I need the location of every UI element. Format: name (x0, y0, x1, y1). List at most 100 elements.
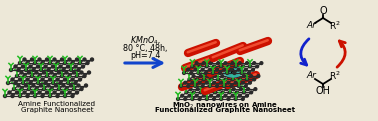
Circle shape (34, 78, 37, 81)
Circle shape (190, 72, 193, 74)
Circle shape (234, 81, 237, 84)
Circle shape (217, 62, 220, 64)
Circle shape (19, 78, 22, 81)
Circle shape (56, 95, 59, 98)
Circle shape (217, 94, 220, 97)
Circle shape (201, 85, 204, 87)
Circle shape (19, 61, 22, 64)
Circle shape (250, 75, 253, 77)
Text: Functionalized Graphite Nanosheet: Functionalized Graphite Nanosheet (155, 107, 295, 113)
Circle shape (237, 85, 240, 87)
Circle shape (19, 95, 22, 98)
Circle shape (80, 87, 83, 91)
Circle shape (68, 91, 71, 94)
Circle shape (64, 61, 67, 64)
Circle shape (239, 94, 241, 97)
Circle shape (235, 91, 238, 94)
Circle shape (212, 98, 215, 100)
Circle shape (188, 78, 191, 81)
Circle shape (253, 78, 256, 81)
Circle shape (22, 82, 25, 84)
Circle shape (192, 75, 195, 77)
Circle shape (53, 91, 56, 94)
Circle shape (26, 78, 29, 81)
Circle shape (252, 68, 254, 71)
Circle shape (234, 65, 237, 68)
FancyArrowPatch shape (337, 41, 345, 67)
Circle shape (197, 88, 199, 91)
Text: MnO$_2$ nanowires on Amine: MnO$_2$ nanowires on Amine (172, 101, 278, 111)
Circle shape (191, 98, 194, 100)
Circle shape (67, 65, 70, 68)
Circle shape (246, 62, 248, 64)
Circle shape (230, 85, 233, 87)
Circle shape (224, 94, 227, 97)
Circle shape (245, 85, 247, 87)
Circle shape (218, 72, 222, 74)
Circle shape (234, 98, 237, 100)
Circle shape (205, 98, 208, 100)
Circle shape (189, 88, 192, 91)
Circle shape (220, 65, 223, 68)
Circle shape (200, 75, 202, 77)
Circle shape (45, 58, 48, 61)
Circle shape (41, 78, 44, 81)
Circle shape (230, 68, 233, 71)
Circle shape (215, 85, 218, 87)
Circle shape (53, 58, 56, 61)
Circle shape (181, 94, 184, 97)
Circle shape (217, 78, 220, 81)
Text: KMnO$_4$,: KMnO$_4$, (130, 35, 161, 47)
Circle shape (23, 58, 26, 61)
Circle shape (56, 61, 59, 64)
Circle shape (14, 82, 17, 84)
Circle shape (233, 72, 236, 74)
Circle shape (228, 75, 231, 77)
Circle shape (29, 65, 32, 68)
Circle shape (34, 61, 37, 64)
Circle shape (50, 87, 53, 91)
Circle shape (235, 75, 238, 77)
Text: 80 °C, 48h,: 80 °C, 48h, (123, 44, 167, 53)
Circle shape (227, 98, 230, 100)
Circle shape (48, 61, 51, 64)
Circle shape (249, 65, 251, 68)
Circle shape (205, 81, 208, 84)
Circle shape (212, 81, 215, 84)
Circle shape (239, 62, 241, 64)
Circle shape (15, 75, 19, 77)
Circle shape (65, 87, 68, 91)
Circle shape (209, 62, 212, 64)
Circle shape (54, 68, 57, 72)
Text: OH: OH (316, 86, 330, 96)
Ellipse shape (223, 65, 243, 77)
Circle shape (232, 88, 235, 91)
FancyArrowPatch shape (125, 59, 162, 67)
Circle shape (32, 84, 35, 87)
Circle shape (204, 88, 206, 91)
Circle shape (195, 62, 198, 64)
Circle shape (60, 75, 64, 77)
Circle shape (223, 68, 226, 71)
Circle shape (68, 75, 71, 77)
Circle shape (225, 88, 228, 91)
Circle shape (246, 94, 248, 97)
Circle shape (51, 82, 54, 84)
Circle shape (26, 95, 29, 98)
Circle shape (243, 75, 245, 77)
Circle shape (260, 62, 263, 64)
Text: Ar: Ar (306, 72, 316, 80)
Circle shape (188, 94, 191, 97)
Circle shape (187, 68, 190, 71)
Circle shape (76, 91, 79, 94)
Circle shape (11, 95, 14, 98)
Circle shape (83, 75, 86, 77)
Circle shape (221, 91, 224, 94)
Circle shape (198, 81, 201, 84)
Circle shape (35, 87, 38, 91)
FancyArrowPatch shape (301, 39, 309, 65)
Text: Graphite Nanosheet: Graphite Nanosheet (21, 107, 93, 113)
Circle shape (185, 91, 188, 94)
Circle shape (9, 68, 12, 72)
Circle shape (211, 88, 214, 91)
